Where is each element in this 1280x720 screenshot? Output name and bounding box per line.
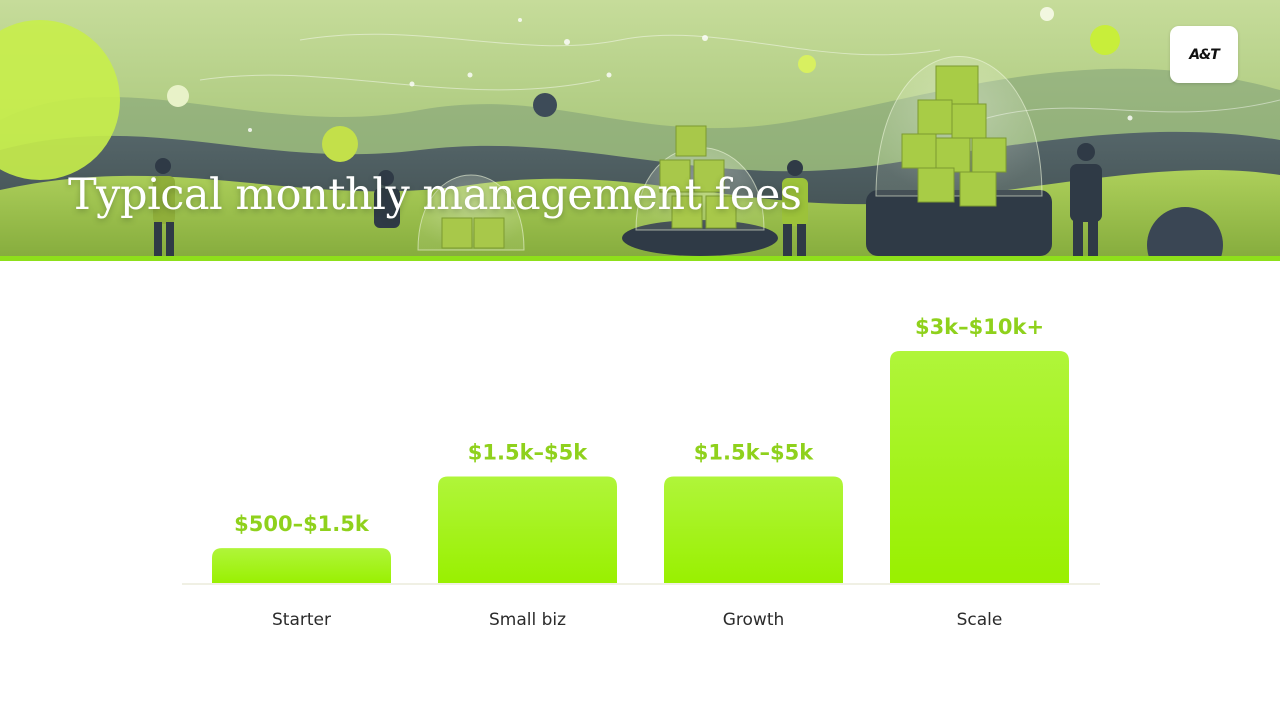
banner-illustration: [0, 7, 1280, 256]
header-banner: [0, 0, 1280, 256]
category-label: Small biz: [489, 610, 566, 630]
category-label: Scale: [957, 610, 1003, 630]
bar-starter: [212, 548, 391, 584]
value-label: $3k–$10k+: [915, 315, 1044, 339]
value-label: $1.5k–$5k: [468, 440, 589, 464]
brand-logo: A&T: [1170, 26, 1238, 83]
fee-bar-chart: $500–$1.5k Starter $1.5k–$5k Small biz $1.5k…: [182, 315, 1100, 630]
bar-small-biz: [438, 476, 617, 584]
banner-accent-line: [0, 256, 1280, 261]
value-label: $500–$1.5k: [234, 512, 370, 536]
bar-scale: [890, 351, 1069, 584]
page-title: Typical monthly management fees: [68, 170, 802, 220]
bar-growth: [664, 476, 843, 584]
category-label: Growth: [723, 610, 785, 630]
category-label: Starter: [272, 610, 331, 630]
value-label: $1.5k–$5k: [694, 440, 815, 464]
